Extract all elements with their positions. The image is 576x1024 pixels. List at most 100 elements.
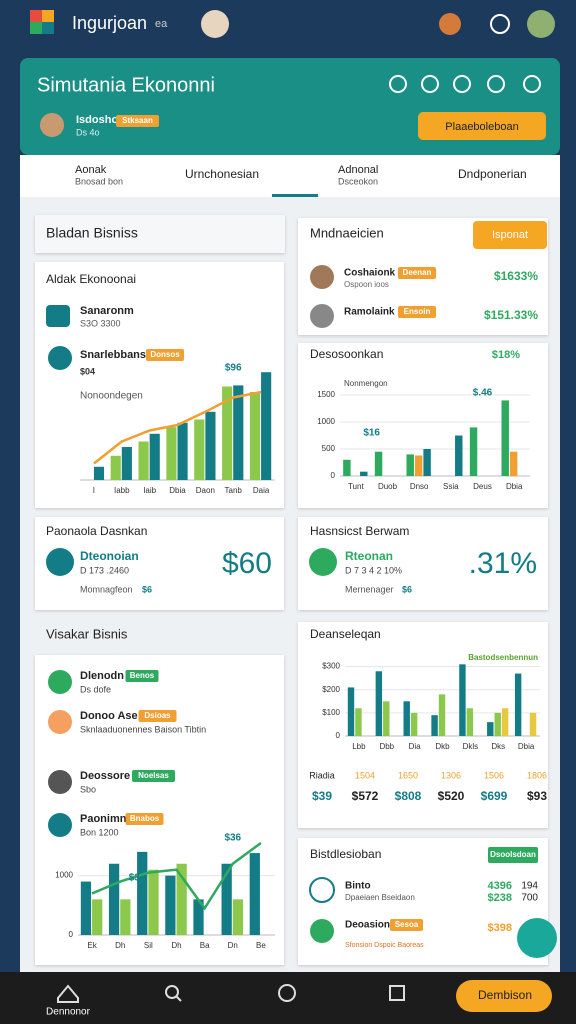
- label: Ospoon ioos: [344, 280, 389, 289]
- header-button[interactable]: [418, 112, 546, 140]
- header-card: [20, 58, 560, 155]
- bar: [205, 411, 216, 480]
- label: Momnagfeon: [80, 584, 133, 594]
- label: Coshaionk: [344, 268, 396, 279]
- x-tick-label: Dn: [228, 941, 238, 950]
- x-tick-label: Be: [256, 941, 266, 950]
- bar: [121, 447, 132, 480]
- y-tick-label: 1000: [317, 417, 335, 426]
- app-name: Ingurjoan: [72, 13, 147, 33]
- tag: [125, 670, 159, 682]
- y-tick-label: $300: [322, 662, 340, 671]
- import-button[interactable]: [473, 221, 547, 249]
- bar: [501, 708, 509, 736]
- logo: [30, 10, 54, 34]
- label: Mernenager: [345, 584, 394, 594]
- bar: [383, 701, 390, 736]
- icons: [46, 265, 557, 958]
- stat-label: 1650: [398, 770, 418, 780]
- bar: [194, 419, 205, 480]
- label: Dpaeiaen Bseidaon: [345, 893, 415, 902]
- button-text: Plaaeboleboan: [445, 121, 518, 133]
- bar: [347, 687, 355, 736]
- tag: [138, 710, 177, 722]
- line: [93, 390, 262, 465]
- x-tick-label: Dbia: [169, 486, 186, 495]
- bar: [455, 435, 463, 476]
- label: 700: [521, 893, 538, 904]
- x-tick-label: Dkb: [435, 742, 450, 751]
- tag-text: Sesoa: [395, 920, 419, 929]
- x-tick-label: Sil: [144, 941, 153, 950]
- label: Rteonan: [345, 549, 393, 563]
- stat-label: 1506: [484, 770, 504, 780]
- bar: [438, 694, 446, 736]
- card-title: Bistdlesioban: [310, 847, 381, 861]
- x-tick-label: Dia: [409, 742, 422, 751]
- profile-avatar[interactable]: [527, 10, 555, 38]
- avatar[interactable]: [201, 10, 229, 38]
- button-text: Isponat: [492, 229, 528, 241]
- label: Deossore: [80, 770, 130, 782]
- bar: [469, 427, 478, 476]
- bar: [177, 422, 188, 480]
- nav-icons[interactable]: [57, 984, 405, 1003]
- label: $18%: [492, 349, 520, 361]
- label: Snarlebbans: [80, 349, 146, 361]
- bar: [222, 386, 233, 480]
- tag-text: Donsos: [150, 350, 180, 359]
- bar: [193, 899, 204, 935]
- bar: [92, 899, 103, 935]
- label: 4396: [488, 880, 512, 892]
- label: Dsoolsdoan: [490, 850, 536, 859]
- x-tick-label: Dbia: [518, 742, 535, 751]
- bar: [176, 863, 187, 935]
- tag: [125, 813, 164, 825]
- bar: [249, 853, 260, 935]
- tab-label: Dndponerian: [458, 167, 527, 181]
- y-tick-label: 500: [322, 444, 336, 453]
- tag: [398, 306, 436, 318]
- bar: [233, 385, 244, 480]
- nav-label: Dennonor: [46, 1007, 91, 1018]
- bar: [423, 449, 431, 476]
- card-title: Deanseleqan: [310, 627, 381, 641]
- bar: [137, 851, 148, 935]
- label: $04: [80, 366, 95, 376]
- row-value: $151.33%: [484, 308, 538, 322]
- label: Sbo: [80, 784, 96, 794]
- stat-value: $808: [395, 789, 422, 803]
- card-title: Paonaola Dasnkan: [46, 524, 147, 538]
- tag: [132, 770, 175, 782]
- bar: [165, 875, 176, 935]
- bar: [501, 400, 509, 476]
- bar: [466, 708, 474, 736]
- stat-label: 1504: [355, 770, 375, 780]
- x-tick-label: Dbia: [506, 482, 523, 491]
- x-tick-label: I: [93, 486, 95, 495]
- bar: [360, 471, 368, 476]
- stat-value: $520: [438, 789, 465, 803]
- bar: [403, 701, 410, 736]
- bar: [343, 459, 351, 476]
- notification-icon[interactable]: [439, 13, 461, 35]
- status-tag: [488, 847, 538, 863]
- tag-text: Stksaan: [122, 116, 153, 125]
- settings-icon[interactable]: [490, 14, 510, 34]
- label: Sfonsion Dspoic Baoreas: [345, 942, 424, 949]
- x-tick-label: Iaib: [143, 486, 156, 495]
- bar: [93, 466, 105, 480]
- user-avatar: [40, 113, 64, 137]
- tab-label: Adnonal: [338, 164, 378, 176]
- bar: [487, 722, 494, 736]
- row-value: $1633%: [494, 269, 538, 283]
- bar: [110, 455, 121, 480]
- nav-button[interactable]: [456, 980, 552, 1012]
- bar: [529, 712, 537, 736]
- x-tick-label: Lbb: [352, 742, 366, 751]
- label: Ds dofe: [80, 684, 111, 694]
- section-title: Bladan Bisniss: [46, 225, 138, 241]
- y-tick-label: 0: [331, 471, 336, 480]
- bar: [249, 392, 261, 480]
